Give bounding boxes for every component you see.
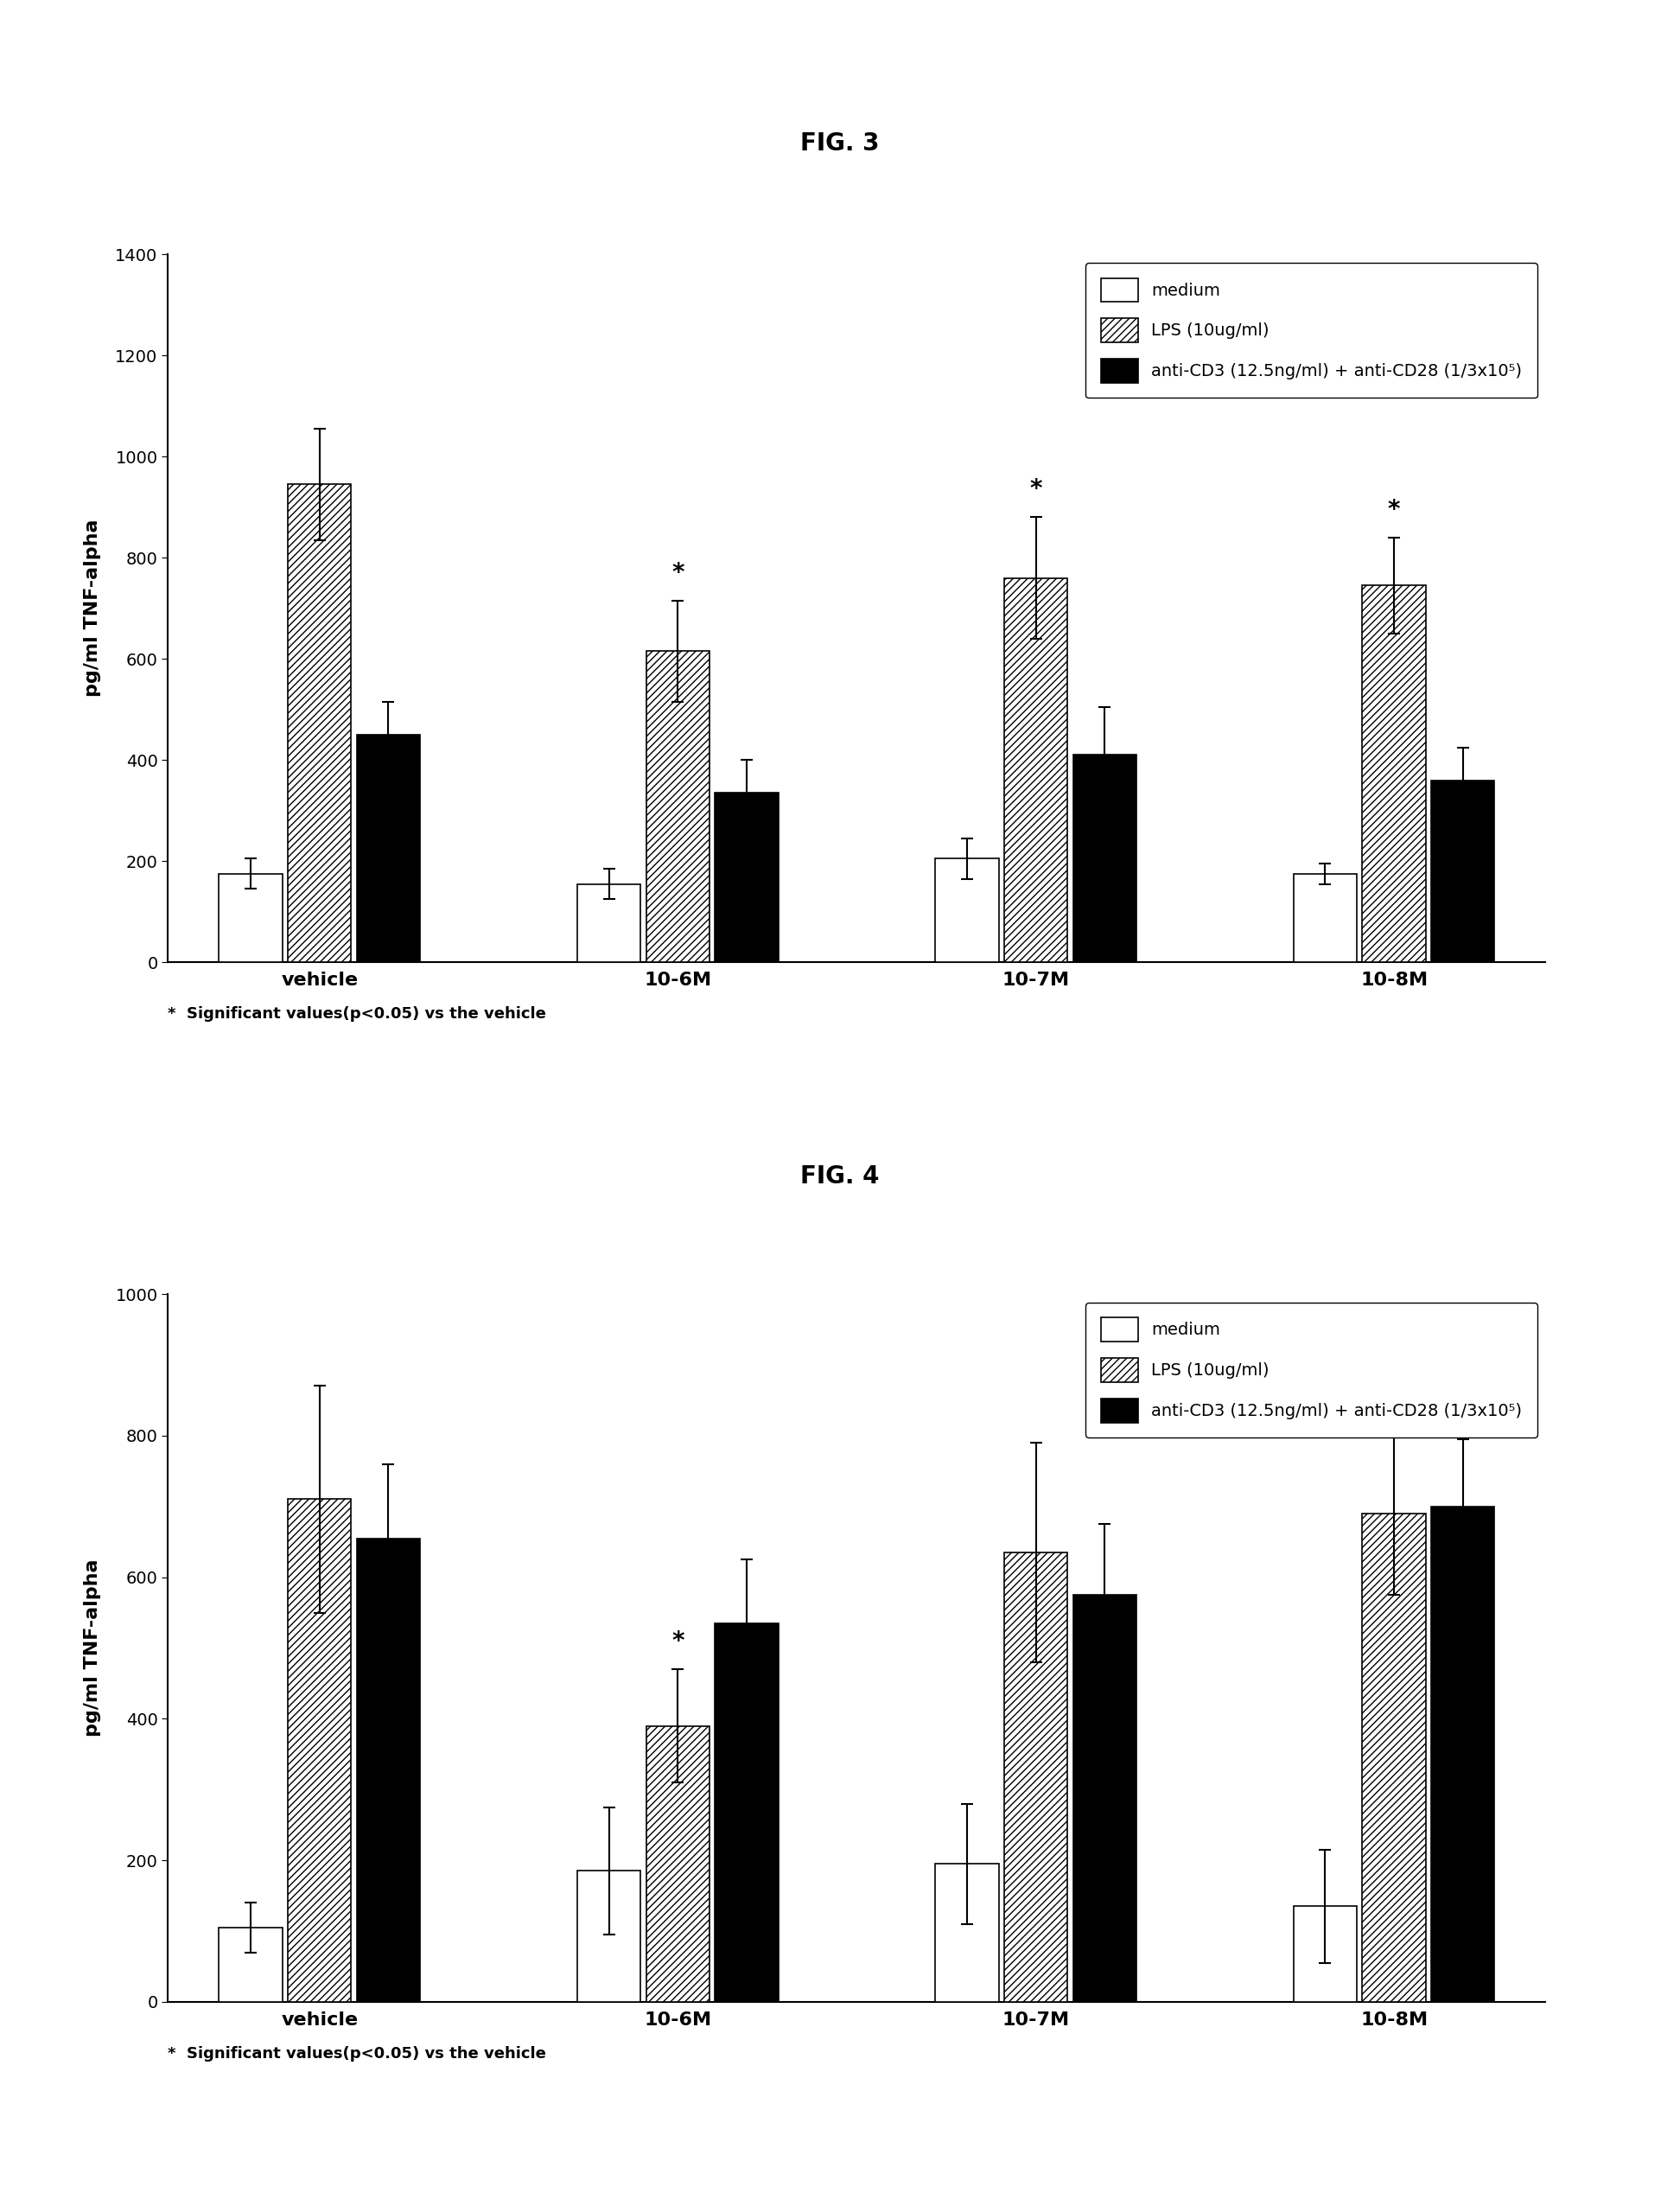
Bar	[356, 734, 420, 962]
Bar	[1074, 754, 1136, 962]
Legend: medium, LPS (10ug/ml), anti-CD3 (12.5ng/ml) + anti-CD28 (1/3x10⁵): medium, LPS (10ug/ml), anti-CD3 (12.5ng/…	[1085, 263, 1537, 398]
Bar	[1362, 1513, 1426, 2002]
Bar	[218, 1927, 282, 2002]
Text: *  Significant values(p<0.05) vs the vehicle: * Significant values(p<0.05) vs the vehi…	[168, 2046, 546, 2062]
Bar	[356, 1537, 420, 2002]
Legend: medium, LPS (10ug/ml), anti-CD3 (12.5ng/ml) + anti-CD28 (1/3x10⁵): medium, LPS (10ug/ml), anti-CD3 (12.5ng/…	[1085, 1303, 1537, 1438]
Bar	[1005, 577, 1067, 962]
Bar	[1005, 1553, 1067, 2002]
Y-axis label: pg/ml TNF-alpha: pg/ml TNF-alpha	[84, 520, 101, 697]
Text: *: *	[1030, 478, 1042, 502]
Bar	[1074, 1595, 1136, 2002]
Text: *: *	[672, 562, 684, 586]
Text: *  Significant values(p<0.05) vs the vehicle: * Significant values(p<0.05) vs the vehi…	[168, 1006, 546, 1022]
Bar	[1431, 1506, 1495, 2002]
Text: FIG. 4: FIG. 4	[800, 1166, 880, 1188]
Bar	[1431, 781, 1495, 962]
Text: FIG. 3: FIG. 3	[800, 133, 880, 155]
Text: *: *	[672, 1630, 684, 1655]
Bar	[716, 1624, 778, 2002]
Bar	[578, 1871, 640, 2002]
Bar	[287, 484, 351, 962]
Bar	[218, 874, 282, 962]
Bar	[647, 650, 709, 962]
Bar	[287, 1500, 351, 2002]
Bar	[936, 1865, 998, 2002]
Text: *: *	[1388, 498, 1401, 522]
Bar	[1294, 1907, 1357, 2002]
Bar	[1294, 874, 1357, 962]
Bar	[1362, 586, 1426, 962]
Bar	[936, 858, 998, 962]
Bar	[716, 792, 778, 962]
Bar	[647, 1725, 709, 2002]
Y-axis label: pg/ml TNF-alpha: pg/ml TNF-alpha	[84, 1559, 101, 1736]
Bar	[578, 885, 640, 962]
